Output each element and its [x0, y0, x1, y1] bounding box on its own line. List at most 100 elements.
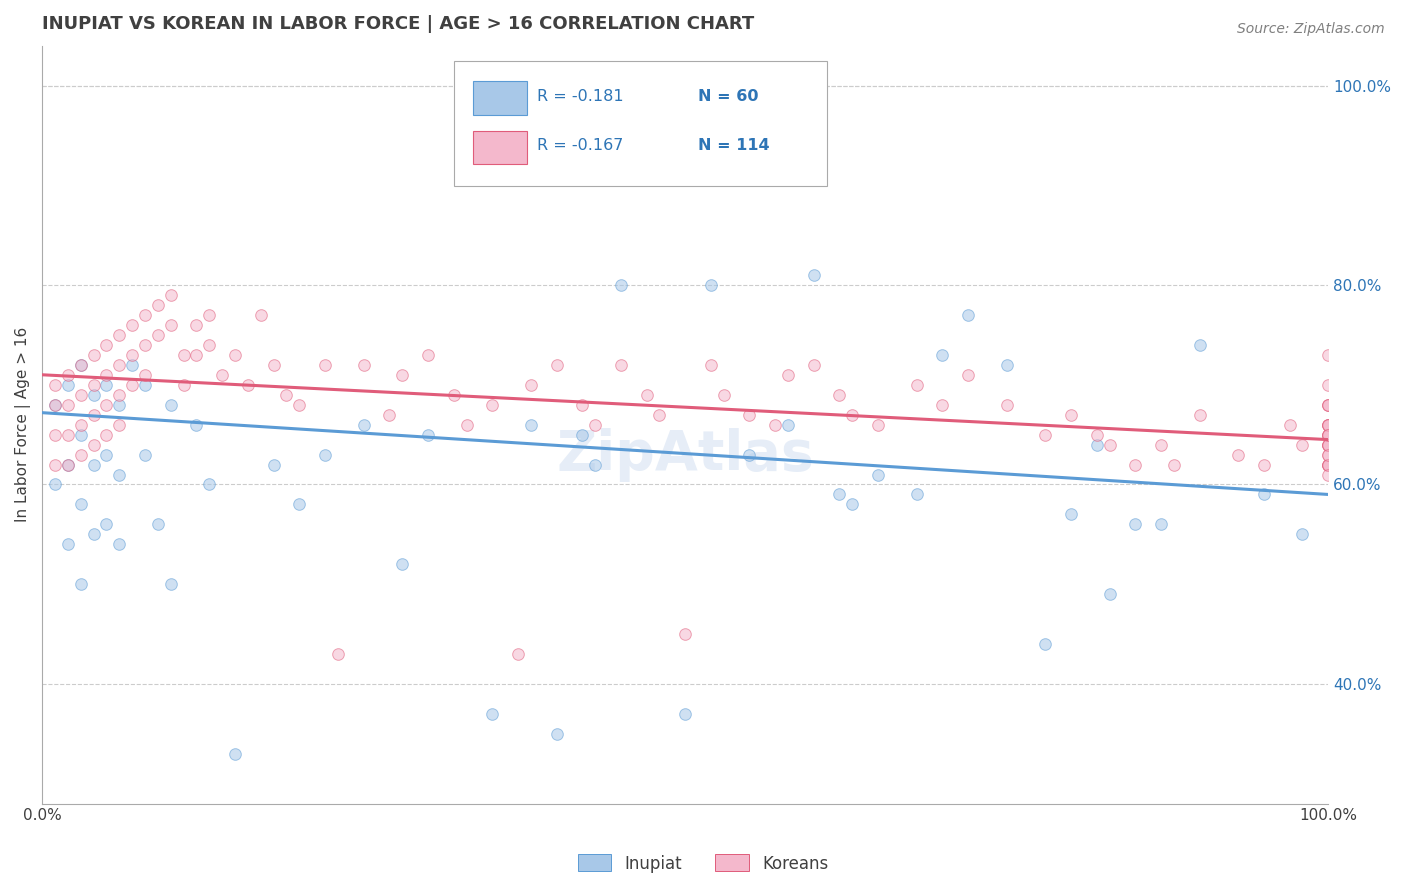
- Point: [571, 427, 593, 442]
- Point: [546, 358, 568, 372]
- Point: [1085, 437, 1108, 451]
- Point: [828, 487, 851, 501]
- Point: [83, 408, 105, 422]
- Point: [1227, 448, 1250, 462]
- Point: [198, 308, 221, 322]
- Point: [211, 368, 233, 382]
- Point: [1317, 398, 1340, 412]
- Point: [69, 358, 91, 372]
- Point: [44, 398, 66, 412]
- Point: [610, 358, 633, 372]
- Point: [108, 327, 131, 342]
- Point: [314, 358, 336, 372]
- Point: [159, 577, 181, 591]
- Text: N = 114: N = 114: [697, 138, 769, 153]
- Point: [957, 308, 980, 322]
- Point: [1150, 437, 1173, 451]
- Point: [353, 417, 375, 432]
- Point: [763, 417, 786, 432]
- Point: [173, 377, 195, 392]
- Point: [803, 268, 825, 282]
- Point: [288, 398, 311, 412]
- Point: [56, 377, 79, 392]
- Point: [546, 727, 568, 741]
- Point: [905, 487, 928, 501]
- Point: [1253, 487, 1275, 501]
- Point: [276, 388, 298, 402]
- Point: [1317, 427, 1340, 442]
- Point: [841, 498, 863, 512]
- Point: [56, 427, 79, 442]
- FancyBboxPatch shape: [454, 61, 827, 186]
- Point: [481, 398, 503, 412]
- Point: [56, 537, 79, 551]
- Point: [44, 398, 66, 412]
- Point: [108, 417, 131, 432]
- Point: [416, 427, 439, 442]
- Point: [713, 388, 735, 402]
- Point: [186, 348, 208, 362]
- Text: R = -0.167: R = -0.167: [537, 138, 624, 153]
- Y-axis label: In Labor Force | Age > 16: In Labor Force | Age > 16: [15, 327, 31, 523]
- Point: [108, 358, 131, 372]
- Point: [995, 358, 1018, 372]
- Point: [378, 408, 401, 422]
- Point: [1123, 517, 1146, 532]
- Point: [96, 377, 118, 392]
- Point: [96, 338, 118, 352]
- Point: [96, 517, 118, 532]
- Point: [391, 368, 413, 382]
- Text: R = -0.181: R = -0.181: [537, 89, 624, 104]
- Point: [931, 398, 953, 412]
- Point: [44, 427, 66, 442]
- Point: [1033, 427, 1056, 442]
- Point: [134, 338, 156, 352]
- Point: [1317, 437, 1340, 451]
- Point: [776, 368, 799, 382]
- Point: [995, 398, 1018, 412]
- Point: [83, 388, 105, 402]
- Point: [583, 417, 606, 432]
- Point: [146, 327, 169, 342]
- Point: [1253, 458, 1275, 472]
- FancyBboxPatch shape: [472, 81, 527, 115]
- Point: [1317, 427, 1340, 442]
- Point: [1278, 417, 1301, 432]
- Point: [159, 288, 181, 302]
- Point: [314, 448, 336, 462]
- Point: [866, 467, 889, 482]
- Point: [1317, 427, 1340, 442]
- Point: [83, 437, 105, 451]
- Point: [224, 348, 246, 362]
- Point: [83, 348, 105, 362]
- Point: [1317, 417, 1340, 432]
- Point: [83, 377, 105, 392]
- Point: [1317, 458, 1340, 472]
- Point: [198, 338, 221, 352]
- Point: [56, 368, 79, 382]
- Point: [236, 377, 259, 392]
- Point: [1317, 417, 1340, 432]
- Point: [1317, 398, 1340, 412]
- Point: [1150, 517, 1173, 532]
- Point: [69, 388, 91, 402]
- Point: [108, 388, 131, 402]
- Point: [1317, 437, 1340, 451]
- Point: [905, 377, 928, 392]
- Point: [121, 377, 143, 392]
- Point: [146, 517, 169, 532]
- Point: [1317, 377, 1340, 392]
- Point: [1317, 448, 1340, 462]
- Point: [134, 368, 156, 382]
- Point: [353, 358, 375, 372]
- Point: [673, 706, 696, 721]
- Point: [288, 498, 311, 512]
- Point: [69, 448, 91, 462]
- Point: [803, 358, 825, 372]
- Point: [776, 417, 799, 432]
- Point: [108, 398, 131, 412]
- Legend: Inupiat, Koreans: Inupiat, Koreans: [571, 847, 835, 880]
- Point: [506, 647, 529, 661]
- Point: [198, 477, 221, 491]
- Point: [443, 388, 465, 402]
